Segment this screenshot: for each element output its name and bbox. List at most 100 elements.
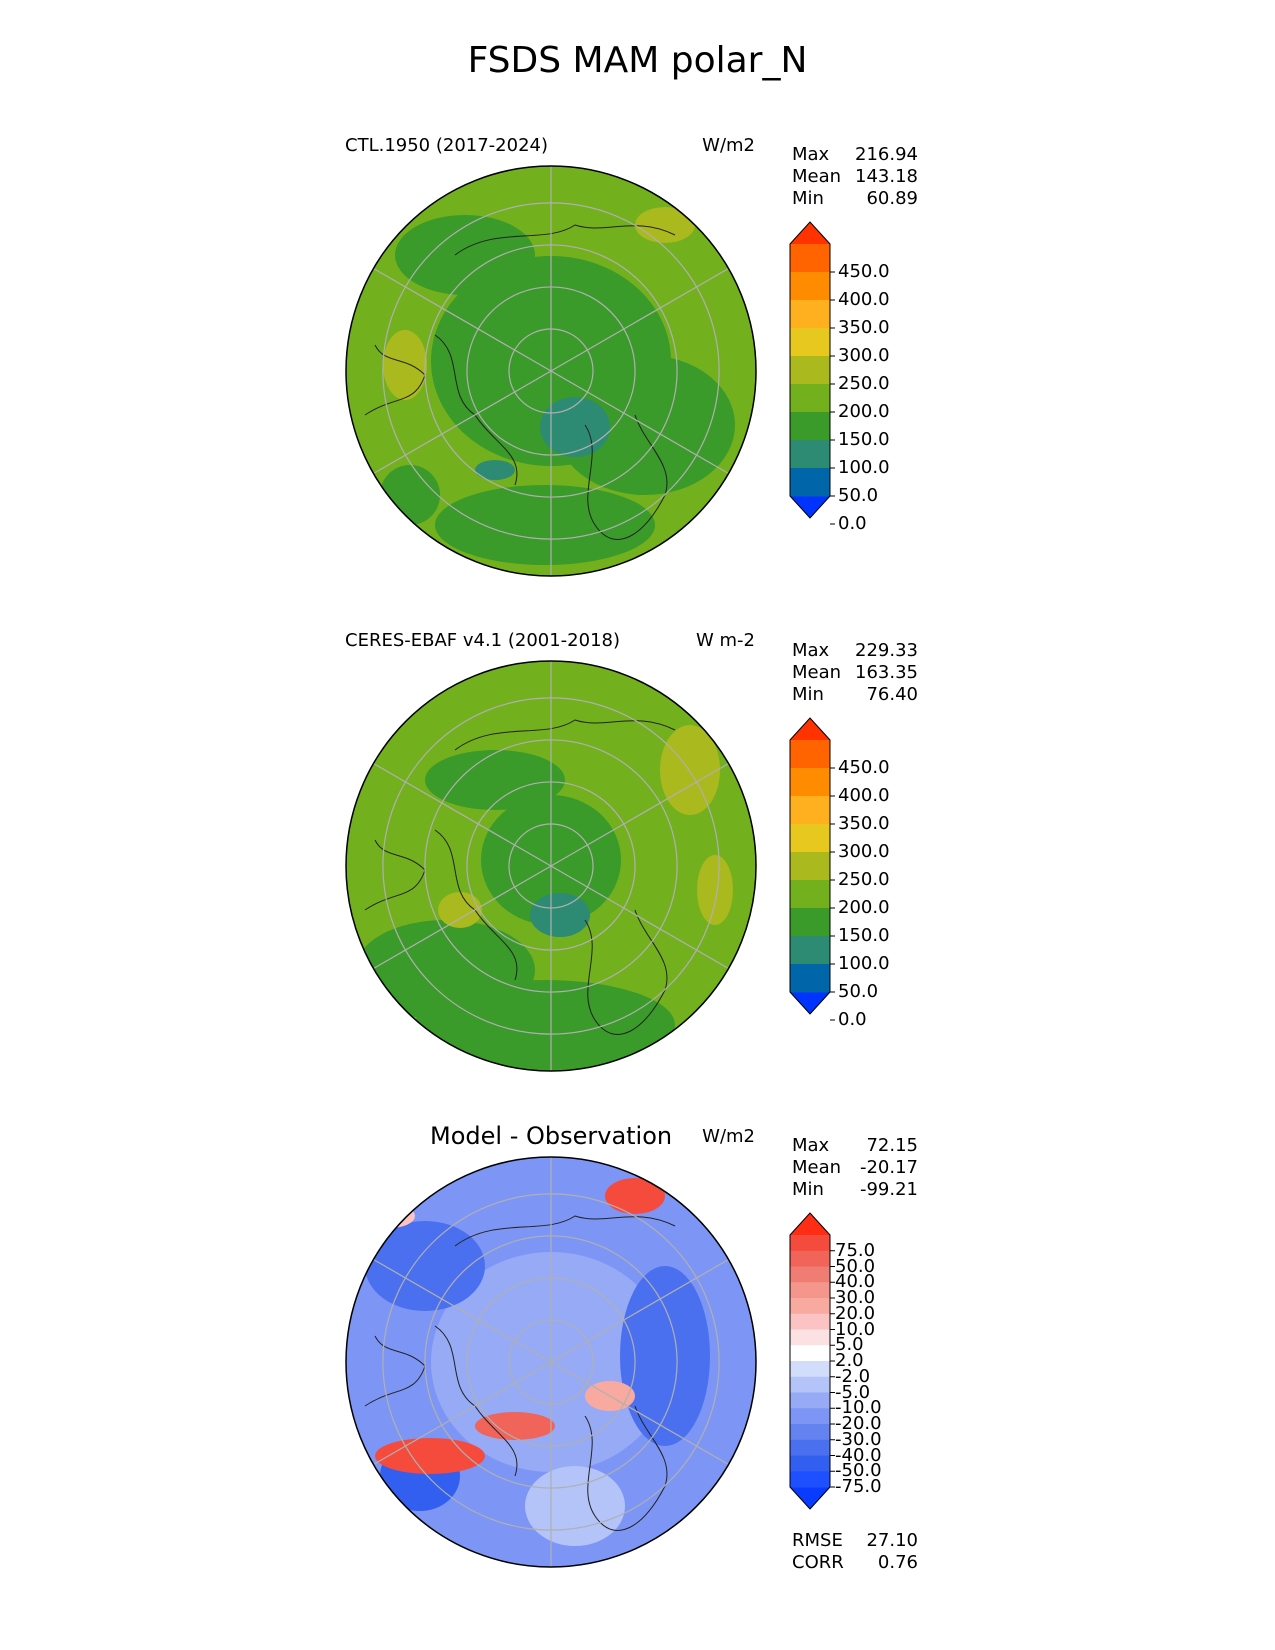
colorbar-segment — [790, 768, 830, 797]
field-region — [475, 1412, 555, 1440]
longitude-line — [550, 267, 729, 372]
stat-label: Min — [792, 684, 824, 705]
coastline — [584, 909, 668, 1035]
colorbar-diff — [789, 1212, 835, 1510]
colorbar-tick-label: 20.0 — [835, 1302, 876, 1324]
panel-units-ref: W m-2 — [695, 630, 755, 651]
colorbar-tick-label: 10.0 — [835, 1318, 876, 1340]
colorbar-segment — [790, 1408, 830, 1425]
longitude-line — [550, 762, 729, 867]
colorbar-tick-label: 250.0 — [838, 373, 890, 394]
colorbar-tick-label: -50.0 — [835, 1460, 882, 1482]
figure-title: FSDS MAM polar_N — [467, 40, 808, 81]
longitude-line — [373, 865, 552, 970]
stat-label: Max — [792, 144, 830, 165]
map-field — [346, 661, 756, 1071]
colorbar-segment — [790, 468, 830, 497]
colorbar-tick-label: -30.0 — [835, 1428, 882, 1450]
colorbar-segment — [790, 1439, 830, 1456]
stats-box-diff: Max 72.15 Mean -20.17 Min -99.21 — [792, 1135, 918, 1201]
colorbar-segment — [790, 244, 830, 273]
polar-map-ref — [345, 660, 757, 1072]
colorbar-tick-label: 50.0 — [838, 981, 879, 1002]
colorbar-segment — [790, 1235, 830, 1252]
colorbar-segment — [790, 384, 830, 413]
map-field — [346, 166, 756, 576]
colorbar-tick-label: 2.0 — [835, 1350, 864, 1371]
colorbar-segment — [790, 356, 830, 385]
stat-label: Min — [792, 188, 824, 209]
colorbar-segment — [790, 440, 830, 469]
colorbar-tick-label: 400.0 — [838, 289, 890, 310]
map-field — [346, 1157, 756, 1567]
stat-rmse: 27.10 — [866, 1530, 918, 1551]
colorbar-tick-label: 250.0 — [838, 869, 890, 890]
colorbar-segment — [790, 1313, 830, 1330]
map-boundary — [345, 165, 757, 577]
colorbar-tick-label: 0.0 — [838, 513, 867, 534]
field-region — [380, 465, 440, 525]
field-region — [525, 1466, 625, 1546]
field-region — [605, 1178, 665, 1214]
field-region — [365, 1221, 485, 1311]
field-region — [395, 215, 535, 295]
colorbar-tick-label: 150.0 — [838, 429, 890, 450]
polar-map-diff — [345, 1156, 757, 1568]
colorbar-segment — [790, 1345, 830, 1362]
field-region — [383, 330, 427, 400]
coastline — [454, 719, 676, 751]
field-region — [660, 725, 720, 815]
coastline — [454, 1215, 676, 1247]
colorbar-tick-label: 350.0 — [838, 813, 890, 834]
field-region — [620, 1266, 710, 1446]
colorbar-segment — [790, 796, 830, 825]
colorbar-extend-max — [790, 222, 830, 244]
map-boundary — [345, 1156, 757, 1568]
colorbar-segment — [790, 300, 830, 329]
stat-min: -99.21 — [859, 1179, 918, 1200]
stat-mean: 143.18 — [855, 166, 918, 187]
colorbar-segment — [790, 328, 830, 357]
panel-units-diff: W/m2 — [702, 1126, 755, 1147]
field-region — [355, 920, 535, 1020]
colorbar-tick-label: -20.0 — [835, 1413, 882, 1434]
stats-box-ref: Max 229.33 Mean 163.35 Min 76.40 — [792, 640, 918, 706]
field-region — [475, 460, 515, 480]
colorbar-segment — [790, 1361, 830, 1378]
colorbar-segment — [790, 1392, 830, 1409]
colorbar-tick-label: 150.0 — [838, 925, 890, 946]
colorbar-ref — [789, 717, 835, 1021]
longitude-line — [373, 370, 552, 475]
longitude-line — [550, 370, 729, 475]
stat-label: Min — [792, 1179, 824, 1200]
colorbar-extend-max — [790, 718, 830, 740]
coastline — [584, 414, 668, 540]
stat-corr: 0.76 — [877, 1552, 918, 1573]
colorbar-test — [789, 221, 835, 525]
colorbar-tick-label: 450.0 — [838, 757, 890, 778]
colorbar-tick-label: -2.0 — [835, 1365, 871, 1387]
colorbar-segment — [790, 964, 830, 993]
colorbar-segment — [790, 272, 830, 301]
stat-label: RMSE — [792, 1530, 843, 1551]
longitude-line — [373, 1258, 552, 1363]
colorbar-tick-label: 40.0 — [835, 1271, 876, 1293]
longitude-line — [373, 762, 552, 867]
colorbar-tick-label: 50.0 — [838, 485, 879, 506]
stats-box-test: Max 216.94 Mean 143.18 Min 60.89 — [792, 144, 918, 210]
colorbar-tick-label: -40.0 — [835, 1444, 882, 1466]
colorbar-segment — [790, 1282, 830, 1299]
panel-units-test: W/m2 — [702, 135, 755, 156]
colorbar-tick-label: 100.0 — [838, 953, 890, 974]
stat-mean: 163.35 — [855, 662, 918, 683]
stat-max: 216.94 — [855, 144, 918, 165]
colorbar-segment — [790, 1455, 830, 1472]
colorbar-extend-min — [790, 496, 830, 518]
colorbar-extend-min — [790, 992, 830, 1014]
colorbar-tick-label: 300.0 — [838, 841, 890, 862]
stat-label: Max — [792, 1135, 830, 1156]
colorbar-segment — [790, 1424, 830, 1441]
colorbar-segment — [790, 908, 830, 937]
coastline — [584, 1405, 668, 1531]
panel-title-diff: Model - Observation — [430, 1122, 673, 1150]
